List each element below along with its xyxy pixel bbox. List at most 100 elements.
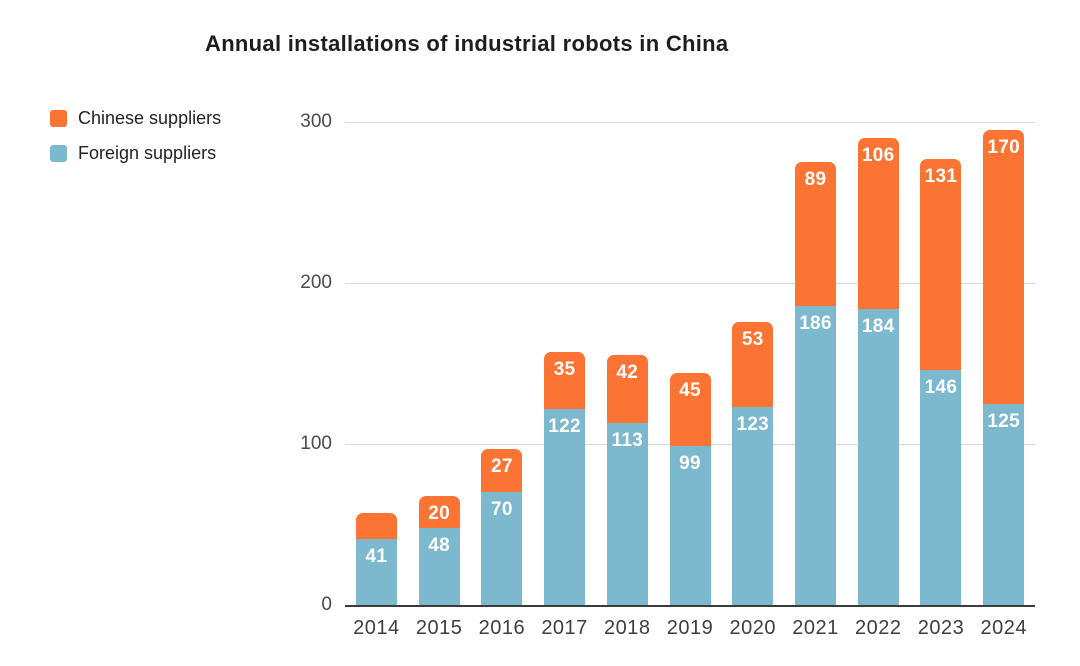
bar-value-label: 70 bbox=[490, 499, 513, 521]
bar-segment-foreign-2023: 146 bbox=[920, 369, 962, 605]
bar-value-label: 41 bbox=[365, 546, 388, 567]
bar-segment-chinese-2014 bbox=[355, 513, 397, 539]
x-label-slot-2014: 2014 bbox=[345, 617, 408, 640]
x-label-slot-2023: 2023 bbox=[910, 617, 973, 640]
x-label-slot-2024: 2024 bbox=[972, 617, 1035, 640]
x-tick-label-2024: 2024 bbox=[980, 617, 1027, 639]
bar-value-label: 122 bbox=[548, 415, 581, 437]
bar-value-label: 106 bbox=[861, 145, 895, 167]
gridline-200 bbox=[345, 283, 1035, 284]
x-tick-label-2016: 2016 bbox=[478, 617, 526, 639]
legend-label-chinese: Chinese suppliers bbox=[78, 108, 222, 128]
bar-segment-foreign-2021: 186 bbox=[795, 305, 836, 605]
bar-segment-foreign-2015: 48 bbox=[418, 527, 460, 605]
stacked-bar-2017: 35 122 bbox=[544, 352, 586, 605]
bar-segment-chinese-2017: 35 bbox=[544, 352, 586, 409]
x-tick-label-2023: 2023 bbox=[917, 617, 965, 639]
bar-value-label: 53 bbox=[741, 328, 764, 350]
stacked-bar-2023: 131 146 bbox=[920, 159, 962, 605]
bar-value-label: 146 bbox=[924, 376, 958, 398]
bar-segment-foreign-2018: 113 bbox=[606, 423, 648, 605]
bar-segment-chinese-2018: 42 bbox=[606, 355, 648, 424]
bar-segment-foreign-2019: 99 bbox=[669, 445, 711, 605]
bar-slot-2019: 45 99 bbox=[659, 122, 722, 605]
x-label-slot-2021: 2021 bbox=[784, 617, 847, 640]
bar-segment-chinese-2022: 106 bbox=[857, 138, 899, 309]
legend-item-chinese-suppliers: Chinese suppliers bbox=[50, 108, 221, 129]
stacked-bar-2021: 89 186 bbox=[795, 162, 836, 605]
x-tick-label-2020: 2020 bbox=[729, 617, 777, 639]
stacked-bar-2018: 42 113 bbox=[606, 355, 648, 605]
x-tick-label-2015: 2015 bbox=[415, 617, 463, 639]
bar-slot-2014: 41 bbox=[345, 122, 408, 605]
bar-slot-2023: 131 146 bbox=[910, 122, 973, 605]
x-tick-label-2019: 2019 bbox=[666, 617, 714, 639]
x-tick-label-2022: 2022 bbox=[854, 617, 902, 639]
x-label-slot-2018: 2018 bbox=[596, 617, 659, 640]
bar-segment-chinese-2023: 131 bbox=[920, 159, 962, 370]
bar-value-label: 123 bbox=[736, 413, 770, 435]
stacked-bar-2015: 20 48 bbox=[418, 495, 460, 605]
bar-slot-2016: 27 70 bbox=[470, 122, 533, 605]
bar-segment-chinese-2021: 89 bbox=[795, 162, 836, 306]
stacked-bar-2020: 53 123 bbox=[732, 321, 774, 605]
bar-segment-foreign-2017: 122 bbox=[544, 408, 586, 605]
bar-value-label: 45 bbox=[679, 380, 701, 402]
chart-title: Annual installations of industrial robot… bbox=[205, 31, 729, 56]
legend-label-foreign: Foreign suppliers bbox=[78, 143, 217, 163]
bar-value-label: 184 bbox=[861, 315, 895, 337]
legend-swatch-foreign-icon bbox=[50, 145, 67, 162]
y-tick-label-200: 200 bbox=[300, 272, 332, 293]
bar-segment-foreign-2014: 41 bbox=[355, 539, 397, 605]
stacked-bar-2022: 106 184 bbox=[857, 138, 899, 605]
bar-segment-chinese-2020: 53 bbox=[732, 321, 774, 407]
x-tick-label-2017: 2017 bbox=[541, 617, 588, 639]
bar-segment-chinese-2016: 27 bbox=[481, 448, 523, 493]
x-label-slot-2016: 2016 bbox=[470, 617, 533, 640]
stacked-bar-2014: 41 bbox=[355, 513, 397, 605]
bar-value-label: 89 bbox=[804, 169, 827, 191]
x-axis-labels: 2014 2015 2016 2017 2018 2019 2020 2021 2022 2023… bbox=[345, 617, 1035, 640]
bar-value-label: 125 bbox=[987, 410, 1020, 432]
stacked-bar-2016: 27 70 bbox=[481, 448, 523, 605]
x-label-slot-2019: 2019 bbox=[659, 617, 722, 640]
bar-value-label: 186 bbox=[799, 312, 832, 334]
legend-swatch-chinese-icon bbox=[50, 110, 67, 127]
bar-value-label: 99 bbox=[679, 452, 701, 474]
bar-value-label: 35 bbox=[553, 359, 576, 381]
bar-value-label: 170 bbox=[987, 137, 1020, 159]
bar-value-label: 20 bbox=[428, 502, 450, 524]
legend-item-foreign-suppliers: Foreign suppliers bbox=[50, 143, 221, 164]
bar-slot-2018: 42 113 bbox=[596, 122, 659, 605]
y-tick-label-100: 100 bbox=[300, 433, 332, 454]
bar-value-label: 42 bbox=[616, 362, 639, 384]
bar-slot-2015: 20 48 bbox=[408, 122, 471, 605]
bar-segment-foreign-2022: 184 bbox=[857, 308, 899, 605]
bar-slot-2022: 106 184 bbox=[847, 122, 910, 605]
x-tick-label-2021: 2021 bbox=[792, 617, 839, 639]
bar-segment-foreign-2020: 123 bbox=[732, 406, 774, 605]
x-label-slot-2017: 2017 bbox=[533, 617, 596, 640]
y-tick-label-300: 300 bbox=[300, 111, 332, 132]
x-tick-label-2018: 2018 bbox=[604, 617, 651, 639]
bar-slot-2024: 170 125 bbox=[972, 122, 1035, 605]
bar-segment-chinese-2019: 45 bbox=[669, 373, 711, 446]
bar-value-label: 48 bbox=[428, 534, 450, 556]
bar-slot-2017: 35 122 bbox=[533, 122, 596, 605]
bar-value-label: 113 bbox=[611, 430, 644, 452]
bar-value-label: 27 bbox=[490, 455, 513, 477]
stacked-bar-2024: 170 125 bbox=[983, 130, 1025, 605]
x-label-slot-2015: 2015 bbox=[408, 617, 471, 640]
plot-area: 41 20 48 27 70 35 122 42 113 45 99 53 123 89 186 106 184… bbox=[300, 111, 1035, 639]
x-tick-label-2014: 2014 bbox=[353, 617, 400, 639]
bar-value-label: 131 bbox=[924, 166, 958, 188]
stacked-bar-2019: 45 99 bbox=[669, 373, 711, 605]
y-tick-label-0: 0 bbox=[321, 594, 332, 615]
bar-slot-2020: 53 123 bbox=[721, 122, 784, 605]
legend: Chinese suppliers Foreign suppliers bbox=[50, 108, 221, 164]
x-label-slot-2022: 2022 bbox=[847, 617, 910, 640]
bar-segment-chinese-2024: 170 bbox=[983, 130, 1025, 404]
bar-segment-chinese-2015: 20 bbox=[418, 495, 460, 528]
x-label-slot-2020: 2020 bbox=[721, 617, 784, 640]
